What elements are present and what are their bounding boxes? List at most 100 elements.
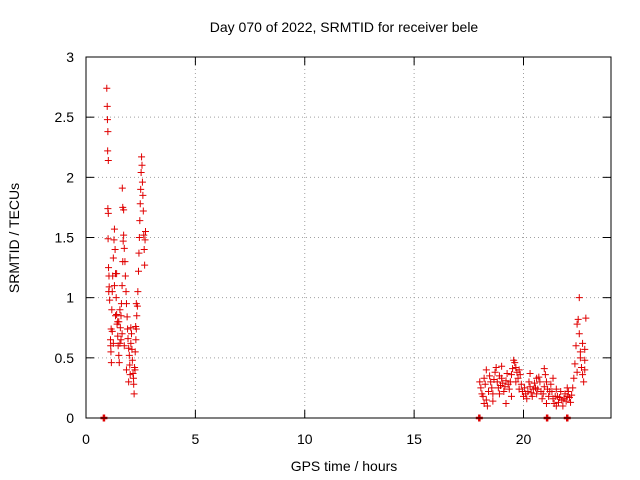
data-point xyxy=(493,378,501,386)
data-point xyxy=(479,392,487,400)
data-point xyxy=(507,371,515,379)
data-point xyxy=(131,348,139,356)
data-point xyxy=(515,366,523,374)
data-point xyxy=(547,380,555,388)
data-point xyxy=(559,402,567,410)
data-point xyxy=(120,342,128,350)
data-point xyxy=(524,388,532,396)
data-point xyxy=(135,249,143,257)
data-point xyxy=(128,330,135,338)
data-point xyxy=(571,360,579,368)
data-point xyxy=(527,389,535,397)
data-point xyxy=(489,397,497,405)
data-point xyxy=(516,371,524,379)
data-point xyxy=(129,374,137,382)
data-point xyxy=(481,380,489,388)
data-point xyxy=(126,371,134,379)
data-point xyxy=(580,378,588,386)
data-point xyxy=(511,359,519,367)
x-axis-label: GPS time / hours xyxy=(291,458,398,474)
data-point xyxy=(109,254,117,262)
data-point xyxy=(136,217,144,225)
data-point xyxy=(581,356,589,364)
data-point xyxy=(108,288,116,296)
data-point xyxy=(127,339,135,347)
data-point xyxy=(124,335,132,343)
data-point xyxy=(523,395,531,403)
data-points xyxy=(100,84,590,422)
data-point xyxy=(112,294,120,302)
data-point xyxy=(509,365,517,373)
data-point xyxy=(132,300,140,308)
y-tick-label: 3 xyxy=(66,49,74,65)
data-point xyxy=(525,378,533,386)
data-point xyxy=(103,102,111,110)
data-point xyxy=(135,234,143,241)
data-point xyxy=(503,369,511,377)
data-point xyxy=(121,258,129,266)
data-point xyxy=(582,314,590,322)
chart-title: Day 070 of 2022, SRMTID for receiver bel… xyxy=(210,19,479,35)
data-point xyxy=(119,237,127,245)
data-point xyxy=(579,339,587,347)
data-point xyxy=(132,336,140,344)
data-point xyxy=(495,372,503,380)
data-point xyxy=(112,312,120,320)
data-point xyxy=(507,392,515,400)
data-point xyxy=(116,324,124,332)
data-point xyxy=(104,209,112,217)
data-point xyxy=(514,374,522,382)
data-point xyxy=(579,371,587,379)
data-point xyxy=(485,388,492,396)
data-point xyxy=(549,374,557,382)
data-point xyxy=(138,161,146,169)
data-point xyxy=(110,236,118,244)
data-point xyxy=(517,380,525,388)
data-point xyxy=(126,361,134,369)
data-point xyxy=(548,388,556,396)
data-point xyxy=(124,325,132,333)
data-point xyxy=(128,356,136,364)
y-tick-label: 0.5 xyxy=(55,350,75,366)
data-point xyxy=(542,400,550,408)
data-point xyxy=(142,227,149,235)
data-point xyxy=(489,390,497,398)
y-tick-label: 2 xyxy=(66,169,74,185)
data-point xyxy=(115,359,123,367)
data-point xyxy=(526,369,534,377)
data-point xyxy=(125,351,133,359)
data-point xyxy=(572,342,580,350)
data-point xyxy=(111,246,119,254)
x-tick-label: 15 xyxy=(406,431,422,447)
data-point xyxy=(515,385,523,393)
x-tick-label: 20 xyxy=(516,431,532,447)
x-tick-label: 5 xyxy=(191,431,199,447)
data-point xyxy=(127,324,135,332)
data-point xyxy=(118,184,126,192)
data-point xyxy=(104,128,112,136)
data-point xyxy=(141,261,149,269)
data-point xyxy=(137,169,145,177)
data-point xyxy=(107,336,114,344)
data-point xyxy=(134,288,142,296)
data-point xyxy=(133,312,141,320)
data-point xyxy=(482,396,490,404)
data-point xyxy=(581,345,589,353)
data-point xyxy=(131,366,139,374)
data-point xyxy=(574,315,582,323)
data-point xyxy=(482,366,490,374)
data-point xyxy=(575,330,583,338)
data-point xyxy=(113,270,121,278)
data-point xyxy=(488,384,496,392)
data-point xyxy=(106,296,114,304)
y-tick-label: 2.5 xyxy=(55,109,75,125)
y-tick-label: 1.5 xyxy=(55,230,75,246)
data-point xyxy=(530,379,538,387)
data-point xyxy=(538,395,546,403)
data-point xyxy=(573,368,581,376)
data-point xyxy=(103,84,111,92)
x-tick-label: 10 xyxy=(297,431,313,447)
data-point xyxy=(495,390,503,398)
data-point xyxy=(500,388,508,396)
